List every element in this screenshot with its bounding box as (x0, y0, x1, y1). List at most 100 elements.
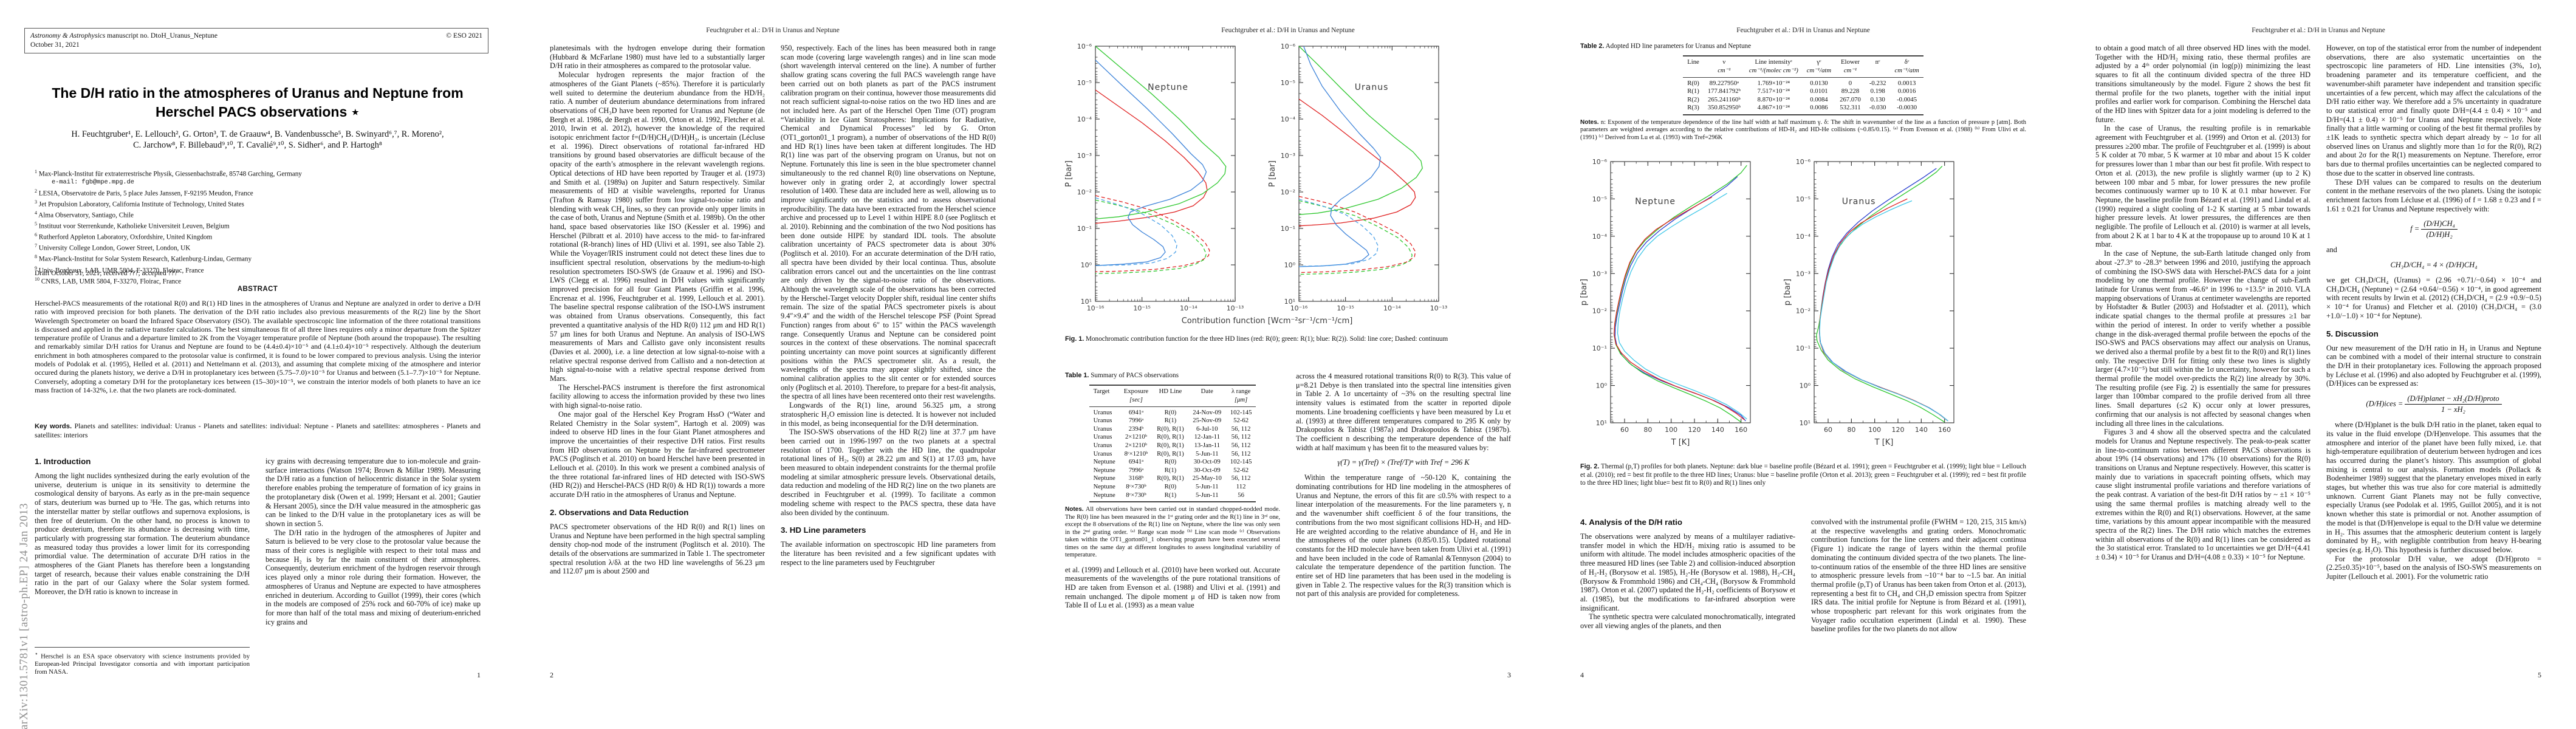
curve-r-0-continuum (1298, 196, 1416, 273)
svg-text:160: 160 (1735, 426, 1747, 434)
paragraph: However, on top of the statistical error… (2326, 44, 2541, 177)
section-heading: 1. Introduction (35, 457, 91, 466)
page-2: Feuchtgruber et al.: D/H in Uranus and N… (515, 0, 1031, 729)
table-row: Neptune 7996ᵃ R(1) 30-Oct-09 52-62 (1093, 466, 1249, 474)
column-right: 950, respectively. Each of the lines has… (781, 44, 996, 657)
curve-baseline-orton-et-al-2013- (1818, 168, 1948, 422)
svg-text:10⁻¹: 10⁻¹ (1281, 225, 1295, 233)
svg-text:10¹: 10¹ (1596, 419, 1607, 427)
equation: (D/H)ices = (D/H)planet − xH₂(D/H)proto 1… (2326, 394, 2541, 414)
svg-text:10⁻¹⁶: 10⁻¹⁶ (1087, 304, 1105, 312)
affiliation: 7 University College London, Gower Stree… (35, 243, 191, 252)
svg-text:10⁻¹³: 10⁻¹³ (1227, 304, 1244, 312)
affiliation: 2 LESIA, Observatoire de Paris, 5 place … (35, 188, 253, 197)
svg-text:10⁰: 10⁰ (1284, 261, 1296, 269)
table-row: Uranus 8ᶜ×1210ᵇ R(0), R(1) 5-Jun-11 56, 112 (1093, 450, 1251, 457)
data-table: Target Exposure HD Line Date λ range [sec] [μm… (1089, 385, 1256, 503)
table-caption: Table 2. Adopted HD line parameters for … (1580, 43, 1752, 50)
column-left: planetesimals with the hydrogen envelope… (550, 44, 765, 657)
svg-text:10⁻⁶: 10⁻⁶ (1077, 43, 1092, 50)
paragraph: et al. (1999) and Lellouch et al. (2010)… (1065, 565, 1280, 610)
svg-text:10⁻⁵: 10⁻⁵ (1281, 79, 1295, 87)
page-number: 1 (477, 671, 481, 679)
paragraph: The ISO-SWS observations of the HD R(2) … (781, 428, 996, 517)
y-axis-label: P [bar] (1268, 160, 1277, 187)
page-number: 3 (1507, 671, 1511, 679)
panel-title: Neptune (1148, 83, 1188, 92)
figure-2-caption: Fig. 2. Thermal (p,T) profiles for both … (1580, 463, 2026, 487)
table-row: Uranus 7996ᵃ R(1) 25-Nov-09 52-62 (1093, 417, 1249, 425)
equation: f = (D/H)CH₄ (D/H)H₂ (2326, 219, 2541, 239)
svg-text:60: 60 (1824, 426, 1832, 434)
paragraph: In the case of Uranus, the resulting pro… (2095, 124, 2311, 249)
manuscript-number: manuscript no. DtoH_Uranus_Neptune (105, 32, 218, 39)
paragraph: The synthetic spectra were calculated mo… (1580, 612, 1795, 631)
page-number: 5 (2538, 671, 2541, 679)
paragraph: Figures 3 and 4 show all the observed sp… (2095, 428, 2311, 562)
column-right: However, on top of the statistical error… (2326, 44, 2541, 657)
table-row: R(1) 177.841792ᵇ 7.517×10⁻²⁴ 0.0101 89.228 0.… (1687, 87, 1916, 95)
table-row: R(2) 265.241160ᵇ 8.870×10⁻²⁴ 0.0084 267.070 0… (1687, 95, 1917, 103)
curve-r-0-line-core (1095, 89, 1208, 224)
author-list: H. Feuchtgruber¹, E. Lellouch², G. Orton… (71, 129, 444, 150)
page-number: 2 (550, 671, 553, 679)
table-row: Neptune 8ᶜ×730ᵇ R(0) 5-Jun-11 112 (1093, 482, 1246, 490)
svg-text:10¹: 10¹ (1081, 298, 1092, 306)
svg-text:10⁻⁴: 10⁻⁴ (1077, 115, 1092, 123)
page-1: arXiv:1301.5781v1 [astro-ph.EP] 24 Jan 2… (0, 0, 516, 729)
table-row: Neptune 6941ᵃ R(0) 30-Oct-09 102-145 (1093, 458, 1252, 466)
page-3: Feuchtgruber et al.: D/H in Uranus and N… (1030, 0, 1546, 729)
paragraph: One major goal of the Herschel Key Progr… (550, 409, 765, 499)
affiliation: 6 Rutherford Appleton Laboratory, Oxford… (35, 232, 213, 241)
running-header: Feuchtgruber et al.: D/H in Uranus and N… (1736, 27, 1870, 34)
page2-columns: planetesimals with the hydrogen envelope… (550, 44, 996, 657)
page5-columns: to obtain a good match of all three obse… (2095, 44, 2541, 657)
svg-text:10⁻¹: 10⁻¹ (1077, 225, 1092, 233)
y-axis-label: p [bar] (1580, 279, 1589, 306)
paragraph: to obtain a good match of all three obse… (2095, 44, 2311, 124)
affiliation: 8 Max-Planck-Institut for Solar System R… (35, 254, 252, 264)
svg-text:10⁻¹⁵: 10⁻¹⁵ (1133, 304, 1151, 312)
curve-r-2-line-core (1298, 46, 1381, 267)
paragraph: planetesimals with the hydrogen envelope… (550, 44, 765, 70)
figure-1-caption: Fig. 1. Monochromatic contribution funct… (1065, 335, 1448, 343)
curve-best-fit-to-three-hd-lines (1614, 196, 1745, 420)
column-right: icy grains with decreasing temperature d… (265, 457, 481, 677)
equation: CH₃D/CH₄ = 4 × (D/H)CH₄ (2390, 261, 2478, 270)
svg-text:140: 140 (1711, 426, 1724, 434)
svg-text:10⁻¹⁴: 10⁻¹⁴ (1180, 304, 1197, 312)
column-left: 4. Analysis of the D/H ratio The observat… (1580, 518, 1795, 633)
svg-text:80: 80 (1643, 426, 1652, 434)
journal-name: Astronomy & Astrophysics (30, 32, 106, 39)
section-heading: 4. Analysis of the D/H ratio (1580, 518, 1682, 527)
paragraph: The observations were analyzed by means … (1580, 532, 1795, 612)
curve-feuchtgruber-et-al-1999- (1614, 165, 1747, 423)
svg-text:10⁻³: 10⁻³ (1592, 270, 1607, 278)
keywords-label: Key words. (35, 423, 72, 430)
svg-text:10⁻²: 10⁻² (1281, 188, 1295, 196)
table-row: Neptune 3168ᵇ R(0), R(1) 25-May-10 56, 112 (1093, 474, 1251, 482)
panel-title: Uranus (1842, 197, 1876, 207)
svg-text:10⁻³: 10⁻³ (1077, 152, 1092, 160)
page-5: Feuchtgruber et al.: D/H in Uranus and N… (2061, 0, 2576, 729)
svg-text:10⁻⁴: 10⁻⁴ (1281, 115, 1296, 123)
svg-text:10⁰: 10⁰ (1800, 382, 1811, 390)
column-right: convolved with the instrumental profile … (1811, 518, 2026, 633)
svg-text:10⁻⁶: 10⁻⁶ (1281, 43, 1296, 50)
affiliation-list: 1 Max-Planck-Institut für extraterrestri… (35, 168, 481, 286)
paragraph: Our new measurement of the D/H ratio in … (2326, 343, 2541, 388)
svg-text:10¹: 10¹ (1800, 419, 1810, 427)
paragraph: icy grains with decreasing temperature d… (265, 457, 481, 528)
svg-text:10⁻³: 10⁻³ (1281, 152, 1295, 160)
svg-text:10⁻¹⁴: 10⁻¹⁴ (1383, 304, 1401, 312)
paragraph: The D/H ratio in the hydrogen of the atm… (265, 528, 481, 626)
paragraph: Molecular hydrogen represents the major … (550, 70, 765, 383)
svg-text:140: 140 (1915, 426, 1928, 434)
manuscript-header-box: © ESO 2021 Astronomy & Astrophysics manu… (24, 28, 488, 53)
svg-text:160: 160 (1938, 426, 1951, 434)
page1-columns: 1. Introduction Among the light nuclides … (35, 457, 481, 677)
panel-title: Uranus (1355, 83, 1389, 92)
svg-text:100: 100 (1868, 426, 1881, 434)
